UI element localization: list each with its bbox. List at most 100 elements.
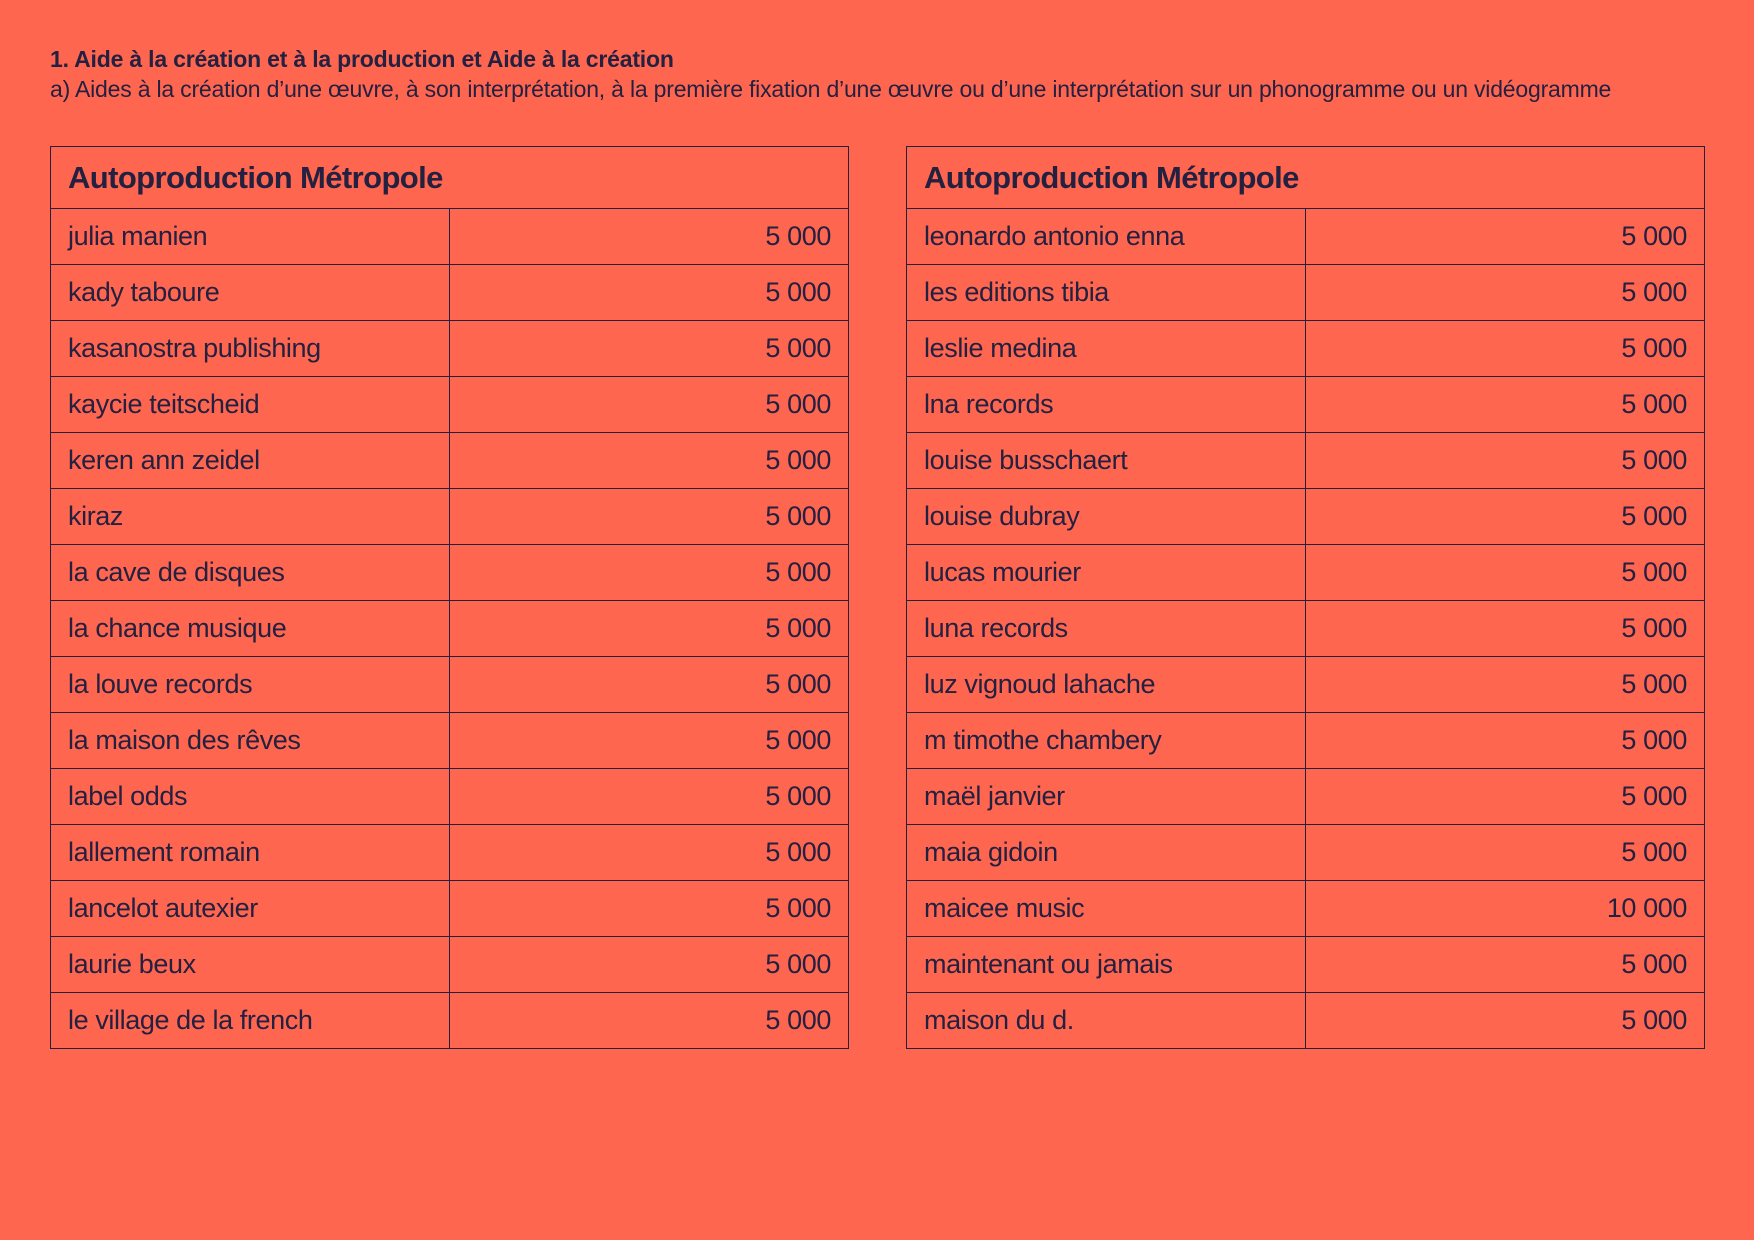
- grant-amount: 5 000: [1305, 208, 1705, 265]
- grant-amount: 5 000: [449, 376, 849, 433]
- table-body: leonardo antonio enna 5 000 les editions t…: [906, 208, 1705, 1049]
- grant-amount: 5 000: [1305, 488, 1705, 545]
- recipient-name: maël janvier: [906, 768, 1306, 825]
- grant-amount: 5 000: [1305, 936, 1705, 993]
- table-row: label odds 5 000: [50, 768, 849, 825]
- grant-amount: 5 000: [449, 432, 849, 489]
- grant-amount: 5 000: [1305, 376, 1705, 433]
- table-row: luz vignoud lahache 5 000: [906, 656, 1705, 713]
- recipient-name: maison du d.: [906, 992, 1306, 1049]
- table-row: laurie beux 5 000: [50, 936, 849, 993]
- section-title: 1. Aide à la création et à la production…: [50, 46, 674, 72]
- grants-table-right: Autoproduction Métropole leonardo antoni…: [906, 146, 1705, 1049]
- table-header-row: Autoproduction Métropole: [50, 146, 849, 209]
- table-header: Autoproduction Métropole: [50, 146, 849, 209]
- table-row: lna records 5 000: [906, 376, 1705, 433]
- grant-amount: 10 000: [1305, 880, 1705, 937]
- grant-amount: 5 000: [1305, 712, 1705, 769]
- grant-amount: 5 000: [1305, 768, 1705, 825]
- grant-amount: 5 000: [449, 264, 849, 321]
- table-row: lucas mourier 5 000: [906, 544, 1705, 601]
- table-row: leonardo antonio enna 5 000: [906, 208, 1705, 265]
- recipient-name: leslie medina: [906, 320, 1306, 377]
- grant-amount: 5 000: [1305, 544, 1705, 601]
- grant-amount: 5 000: [449, 824, 849, 881]
- recipient-name: leonardo antonio enna: [906, 208, 1306, 265]
- table-row: maicee music 10 000: [906, 880, 1705, 937]
- recipient-name: louise dubray: [906, 488, 1306, 545]
- recipient-name: lucas mourier: [906, 544, 1306, 601]
- table-row: leslie medina 5 000: [906, 320, 1705, 377]
- grant-amount: 5 000: [1305, 992, 1705, 1049]
- recipient-name: maicee music: [906, 880, 1306, 937]
- table-row: lancelot autexier 5 000: [50, 880, 849, 937]
- recipient-name: lna records: [906, 376, 1306, 433]
- table-row: louise dubray 5 000: [906, 488, 1705, 545]
- recipient-name: m timothe chambery: [906, 712, 1306, 769]
- table-row: keren ann zeidel 5 000: [50, 432, 849, 489]
- recipient-name: luz vignoud lahache: [906, 656, 1306, 713]
- recipient-name: les editions tibia: [906, 264, 1306, 321]
- recipient-name: la louve records: [50, 656, 450, 713]
- grant-amount: 5 000: [1305, 600, 1705, 657]
- recipient-name: la maison des rêves: [50, 712, 450, 769]
- recipient-name: kaycie teitscheid: [50, 376, 450, 433]
- grant-amount: 5 000: [449, 320, 849, 377]
- recipient-name: lallement romain: [50, 824, 450, 881]
- table-row: la cave de disques 5 000: [50, 544, 849, 601]
- recipient-name: la chance musique: [50, 600, 450, 657]
- grant-amount: 5 000: [449, 208, 849, 265]
- recipient-name: lancelot autexier: [50, 880, 450, 937]
- table-row: julia manien 5 000: [50, 208, 849, 265]
- grant-amount: 5 000: [1305, 320, 1705, 377]
- table-row: maintenant ou jamais 5 000: [906, 936, 1705, 993]
- grant-amount: 5 000: [449, 992, 849, 1049]
- grant-amount: 5 000: [449, 488, 849, 545]
- grant-amount: 5 000: [449, 936, 849, 993]
- table-header: Autoproduction Métropole: [906, 146, 1705, 209]
- table-row: la louve records 5 000: [50, 656, 849, 713]
- recipient-name: maintenant ou jamais: [906, 936, 1306, 993]
- recipient-name: louise busschaert: [906, 432, 1306, 489]
- grant-amount: 5 000: [449, 600, 849, 657]
- table-row: maël janvier 5 000: [906, 768, 1705, 825]
- table-row: kiraz 5 000: [50, 488, 849, 545]
- recipient-name: kasanostra publishing: [50, 320, 450, 377]
- recipient-name: le village de la french: [50, 992, 450, 1049]
- recipient-name: maia gidoin: [906, 824, 1306, 881]
- table-row: kady taboure 5 000: [50, 264, 849, 321]
- table-row: maison du d. 5 000: [906, 992, 1705, 1049]
- recipient-name: la cave de disques: [50, 544, 450, 601]
- section-heading: 1. Aide à la création et à la production…: [50, 44, 1710, 104]
- section-subtitle: a) Aides à la création d’une œuvre, à so…: [50, 76, 1612, 102]
- recipient-name: luna records: [906, 600, 1306, 657]
- grant-amount: 5 000: [1305, 432, 1705, 489]
- recipient-name: kady taboure: [50, 264, 450, 321]
- recipient-name: label odds: [50, 768, 450, 825]
- grant-amount: 5 000: [1305, 656, 1705, 713]
- table-row: m timothe chambery 5 000: [906, 712, 1705, 769]
- table-row: maia gidoin 5 000: [906, 824, 1705, 881]
- recipient-name: keren ann zeidel: [50, 432, 450, 489]
- grant-amount: 5 000: [449, 880, 849, 937]
- recipient-name: laurie beux: [50, 936, 450, 993]
- grant-amount: 5 000: [449, 712, 849, 769]
- table-row: la chance musique 5 000: [50, 600, 849, 657]
- grant-amount: 5 000: [449, 544, 849, 601]
- table-row: luna records 5 000: [906, 600, 1705, 657]
- grant-amount: 5 000: [1305, 264, 1705, 321]
- grant-amount: 5 000: [1305, 824, 1705, 881]
- table-body: julia manien 5 000 kady taboure 5 000 kasano…: [50, 208, 849, 1049]
- table-row: louise busschaert 5 000: [906, 432, 1705, 489]
- table-row: kaycie teitscheid 5 000: [50, 376, 849, 433]
- recipient-name: kiraz: [50, 488, 450, 545]
- table-row: les editions tibia 5 000: [906, 264, 1705, 321]
- table-row: lallement romain 5 000: [50, 824, 849, 881]
- table-row: la maison des rêves 5 000: [50, 712, 849, 769]
- grants-table-left: Autoproduction Métropole julia manien 5 0…: [50, 146, 849, 1049]
- table-row: kasanostra publishing 5 000: [50, 320, 849, 377]
- recipient-name: julia manien: [50, 208, 450, 265]
- table-row: le village de la french 5 000: [50, 992, 849, 1049]
- table-header-row: Autoproduction Métropole: [906, 146, 1705, 209]
- grant-amount: 5 000: [449, 768, 849, 825]
